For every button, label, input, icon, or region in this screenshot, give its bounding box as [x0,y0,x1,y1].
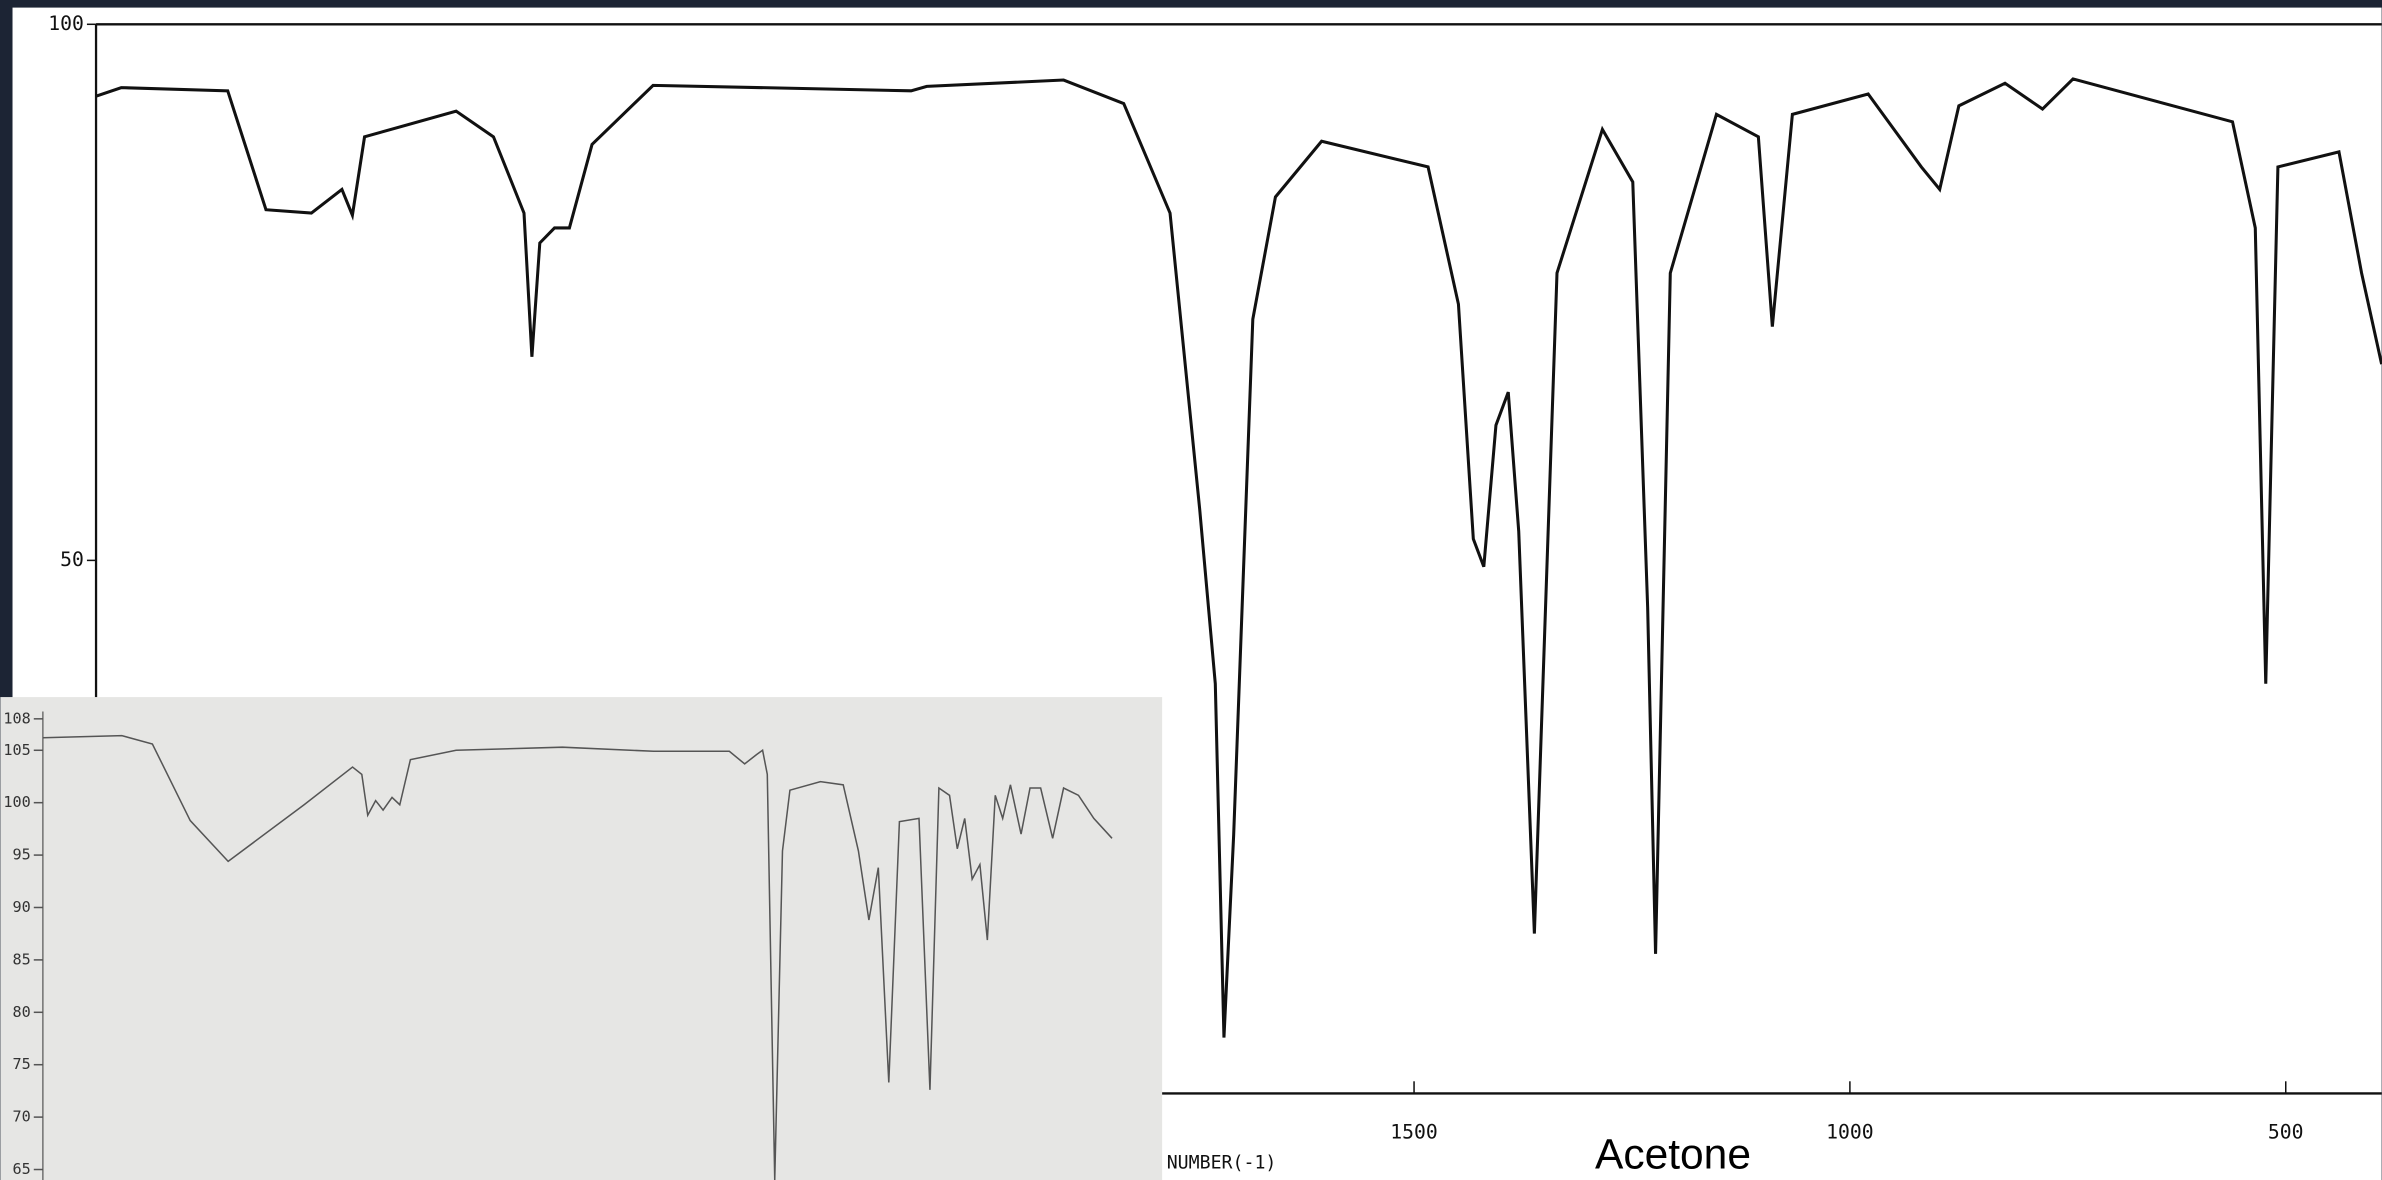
y-tick-label: 105 [3,741,30,759]
x-axis-label: NUMBER(-1) [1167,1152,1277,1173]
y-tick-label: 108 [3,709,30,727]
x-tick-label: 1500 [1390,1120,1438,1143]
inset-panel [0,697,1163,1180]
y-tick-label: 90 [12,898,30,916]
x-tick-label: 500 [2268,1120,2304,1143]
y-tick-label: 50 [60,548,84,571]
inset-chart: 108 105 100 95 90 85 80 75 70 65 [3,709,1113,1180]
y-tick-label: 75 [12,1055,30,1073]
y-tick-label: 70 [12,1108,30,1126]
y-tick-label: 100 [48,12,84,35]
y-tick-label: 95 [12,846,30,864]
main-chart: 100 50 1500 1000 500 NUMBER(-1) Acetone [48,12,2382,1178]
y-tick-label: 100 [3,793,30,811]
spectrum-line [95,77,2382,1038]
y-tick-label: 85 [12,950,30,968]
y-tick-label: 65 [12,1160,30,1178]
y-tick-label: 80 [12,1003,30,1021]
annotation: Acetone [1595,1131,1751,1178]
spectrum-line [42,734,1113,1180]
x-tick-label: 1000 [1826,1120,1874,1143]
